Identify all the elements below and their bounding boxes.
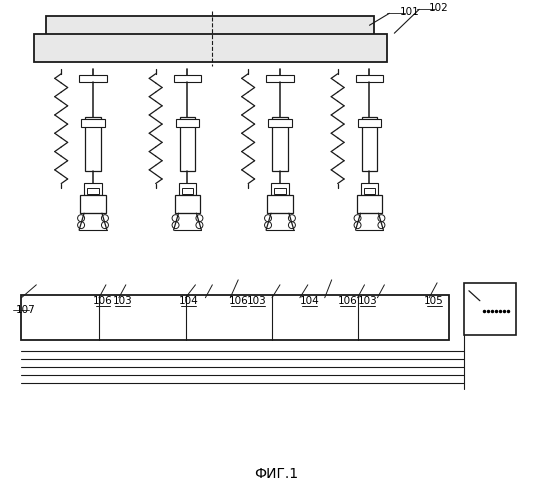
Bar xyxy=(364,188,375,194)
Text: 107: 107 xyxy=(15,304,35,314)
Bar xyxy=(85,116,101,172)
Text: 102: 102 xyxy=(429,4,449,14)
Bar xyxy=(274,188,286,194)
Bar xyxy=(464,283,516,335)
Bar xyxy=(81,118,105,126)
Text: 106: 106 xyxy=(338,296,358,306)
Circle shape xyxy=(354,214,361,222)
Circle shape xyxy=(277,202,283,207)
Text: 106: 106 xyxy=(229,296,248,306)
Bar xyxy=(358,118,381,126)
Circle shape xyxy=(264,214,272,222)
Text: 104: 104 xyxy=(300,296,320,306)
Circle shape xyxy=(354,222,361,228)
Bar xyxy=(174,196,200,213)
Circle shape xyxy=(367,202,373,207)
Bar xyxy=(179,116,195,172)
Circle shape xyxy=(172,214,179,222)
Bar xyxy=(173,75,201,82)
Bar xyxy=(271,184,289,196)
Bar xyxy=(362,116,378,172)
Circle shape xyxy=(196,222,203,228)
Circle shape xyxy=(181,198,194,211)
Text: 104: 104 xyxy=(179,296,198,306)
Text: 103: 103 xyxy=(358,296,378,306)
Circle shape xyxy=(363,198,376,211)
Bar xyxy=(182,188,193,194)
Circle shape xyxy=(289,214,295,222)
Circle shape xyxy=(172,222,179,228)
Bar xyxy=(272,116,288,172)
Circle shape xyxy=(264,222,272,228)
Circle shape xyxy=(102,222,108,228)
Bar xyxy=(360,184,379,196)
Text: 105: 105 xyxy=(424,296,444,306)
Bar xyxy=(178,184,197,196)
Circle shape xyxy=(102,214,108,222)
Circle shape xyxy=(86,198,100,211)
Circle shape xyxy=(196,214,203,222)
Bar xyxy=(34,34,388,62)
Text: 103: 103 xyxy=(113,296,132,306)
Bar xyxy=(355,75,384,82)
Bar xyxy=(267,196,293,213)
Circle shape xyxy=(378,214,385,222)
Text: ФИГ.1: ФИГ.1 xyxy=(254,467,298,481)
Circle shape xyxy=(184,202,190,207)
Text: 103: 103 xyxy=(247,296,267,306)
Circle shape xyxy=(78,222,84,228)
Bar xyxy=(22,294,449,340)
Text: 106: 106 xyxy=(93,296,113,306)
Bar xyxy=(79,75,107,82)
Circle shape xyxy=(90,202,96,207)
Circle shape xyxy=(289,222,295,228)
Text: 101: 101 xyxy=(400,8,419,18)
Bar xyxy=(80,196,106,213)
Circle shape xyxy=(273,198,287,211)
Circle shape xyxy=(378,222,385,228)
Bar xyxy=(176,118,199,126)
Circle shape xyxy=(78,214,84,222)
Bar xyxy=(84,184,102,196)
Bar xyxy=(87,188,99,194)
Bar xyxy=(268,118,292,126)
Bar xyxy=(46,16,374,36)
Bar xyxy=(357,196,383,213)
Bar xyxy=(266,75,294,82)
